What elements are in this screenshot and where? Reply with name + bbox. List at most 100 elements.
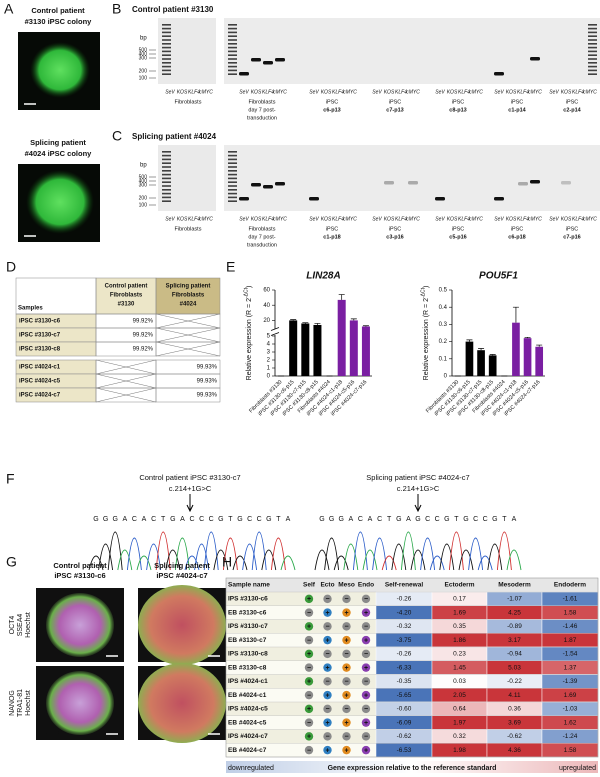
header-label: Self-renewal bbox=[385, 582, 423, 589]
ladder-band bbox=[228, 58, 237, 60]
base-letter: G bbox=[396, 516, 401, 523]
trace-peak bbox=[233, 556, 247, 570]
sample-name: EB #4024-c1 bbox=[228, 692, 267, 699]
base-letter: T bbox=[161, 516, 166, 523]
lane-label: cMYC bbox=[199, 89, 213, 95]
marker-sign: + bbox=[364, 637, 368, 644]
group-label: c7-p13 bbox=[386, 107, 403, 113]
heat-value: 1.87 bbox=[564, 637, 577, 644]
marker-sign: + bbox=[364, 665, 368, 672]
heat-value: -5.65 bbox=[397, 692, 412, 699]
trace-peak bbox=[127, 538, 141, 570]
marker-sign: + bbox=[325, 747, 329, 754]
heat-value: 0.23 bbox=[453, 651, 466, 658]
header-label: Samples bbox=[18, 306, 43, 312]
heat-value: -1.03 bbox=[563, 706, 578, 713]
ladder-band bbox=[228, 28, 237, 30]
gel-image bbox=[224, 18, 600, 84]
y-tick-label: 1 bbox=[267, 366, 271, 372]
ladder-band bbox=[228, 35, 237, 37]
lane-label: cMYC bbox=[273, 89, 287, 95]
group-label: iPSC bbox=[326, 226, 339, 232]
lane-label: KOS bbox=[251, 216, 262, 222]
ladder-band bbox=[228, 189, 237, 191]
bar bbox=[362, 326, 370, 376]
marker-sign: + bbox=[364, 610, 368, 617]
base-letter: C bbox=[377, 516, 382, 523]
ladder-label: 200 bbox=[139, 195, 148, 201]
bar bbox=[289, 320, 297, 376]
base-letter: G bbox=[237, 516, 242, 523]
lane-label: cMYC bbox=[583, 216, 597, 222]
marker-sign: − bbox=[325, 651, 329, 658]
error-bar bbox=[536, 345, 542, 347]
base-letter: A bbox=[406, 516, 411, 523]
ladder-label: 100 bbox=[139, 75, 148, 81]
ladder-band bbox=[162, 35, 171, 37]
heat-value: -6.53 bbox=[397, 747, 412, 754]
cell-value: 99.93% bbox=[197, 379, 218, 385]
error-bar bbox=[290, 320, 296, 321]
marker-sign: + bbox=[325, 720, 329, 727]
y-axis-label-part: Relative expression (R = 2 bbox=[423, 298, 430, 380]
lane-label: KOS bbox=[384, 89, 395, 95]
lane-label: cMYC bbox=[343, 89, 357, 95]
base-letter: T bbox=[387, 516, 392, 523]
header-label: Ectoderm bbox=[445, 582, 475, 589]
heat-value: 4.36 bbox=[508, 747, 521, 754]
marker-sign: − bbox=[325, 596, 329, 603]
sample-name: EB #3130-c7 bbox=[228, 637, 267, 644]
base-letter: G bbox=[319, 516, 324, 523]
colony bbox=[138, 663, 226, 743]
arrow bbox=[187, 494, 193, 511]
trace-peak bbox=[137, 556, 151, 570]
gel-band bbox=[518, 182, 528, 186]
heat-value: -0.62 bbox=[397, 733, 412, 740]
y-tick-label: 0.5 bbox=[439, 288, 448, 294]
heat-value: 0.03 bbox=[453, 678, 466, 685]
ladder-band bbox=[162, 200, 171, 202]
lane-label: KOS bbox=[447, 216, 458, 222]
lane-label: SeV bbox=[239, 216, 249, 222]
heat-value: -0.32 bbox=[397, 623, 412, 630]
marker-sign: + bbox=[344, 637, 348, 644]
trace-peak bbox=[421, 538, 435, 570]
ladder-band bbox=[588, 47, 597, 49]
base-letter: G bbox=[415, 516, 420, 523]
ladder-band bbox=[162, 73, 171, 75]
base-letter: G bbox=[338, 516, 343, 523]
panel-label: F bbox=[6, 471, 15, 487]
error-bar bbox=[351, 319, 357, 321]
y-axis-label: Relative expression (R = 2-ΔCt) bbox=[421, 286, 430, 381]
lane-label: cMYC bbox=[199, 216, 213, 222]
legend-label: Gene expression relative to the referenc… bbox=[328, 765, 497, 772]
error-bar bbox=[302, 323, 308, 324]
panel-title: Splicing patient #4024 bbox=[132, 132, 217, 141]
heat-value: -6.09 bbox=[397, 719, 412, 726]
marker-sign: − bbox=[307, 637, 311, 644]
ladder-band bbox=[588, 58, 597, 60]
heat-value: 0.64 bbox=[453, 706, 466, 713]
sample-name: EB #4024-c5 bbox=[228, 719, 267, 726]
marker-sign: − bbox=[344, 651, 348, 658]
legend-label: downregulated bbox=[228, 765, 274, 772]
group-label: c1-p14 bbox=[508, 107, 526, 113]
group-label: c6-p18 bbox=[508, 234, 525, 240]
ladder-band bbox=[162, 43, 171, 45]
ladder-label: 300 bbox=[139, 182, 148, 188]
group-label: iPSC bbox=[511, 226, 524, 232]
stain-label: TRA1-81 bbox=[17, 689, 24, 717]
lane-label: SeV bbox=[549, 89, 559, 95]
ladder-band bbox=[162, 28, 171, 30]
marker-sign: − bbox=[307, 692, 311, 699]
y-tick-label: 0.3 bbox=[439, 322, 448, 328]
marker-sign: + bbox=[364, 692, 368, 699]
bp-label: bp bbox=[140, 163, 147, 169]
group-label: c8-p13 bbox=[449, 107, 466, 113]
group-label: iPSC bbox=[511, 99, 524, 105]
bar bbox=[477, 350, 485, 376]
heat-value: 1.58 bbox=[564, 609, 577, 616]
heat-value: 0.36 bbox=[508, 706, 521, 713]
ladder-band bbox=[228, 32, 237, 34]
colony bbox=[138, 585, 226, 665]
